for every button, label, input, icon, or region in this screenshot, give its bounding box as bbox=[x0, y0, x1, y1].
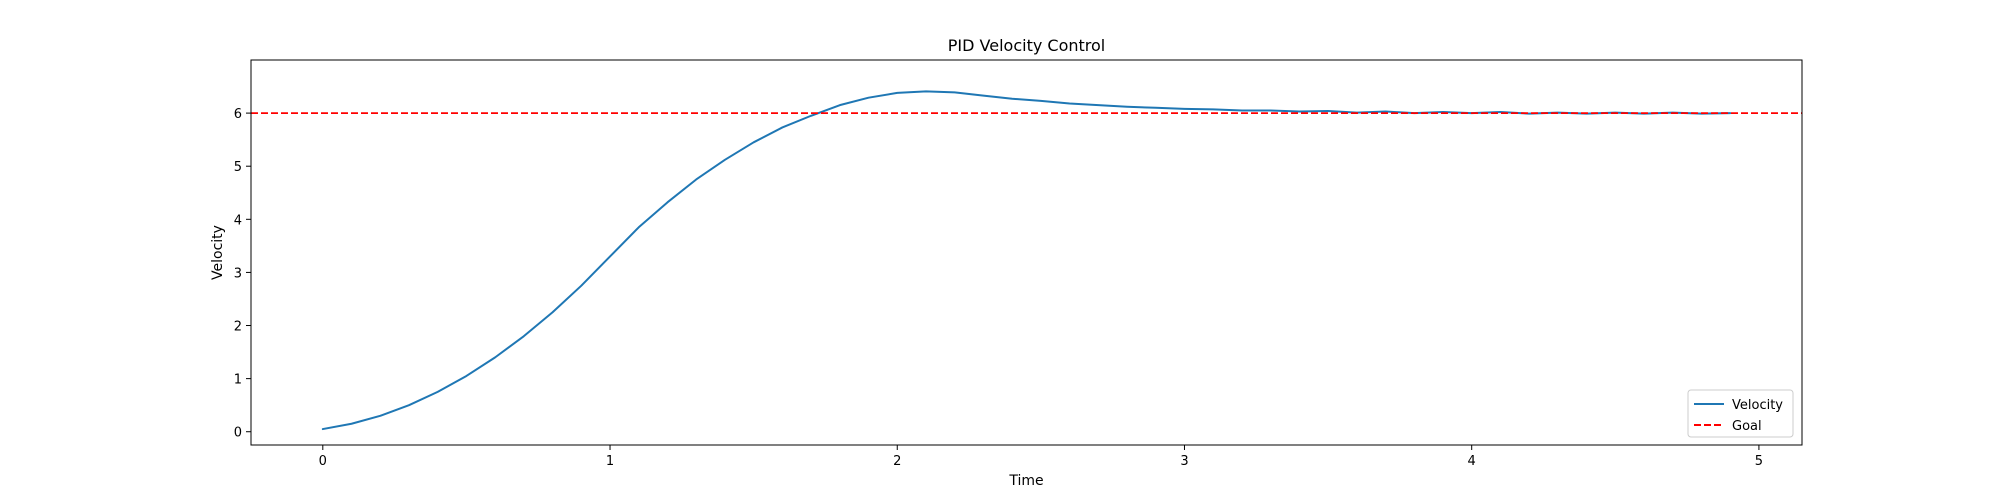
chart-title: PID Velocity Control bbox=[948, 36, 1105, 55]
y-tick-label: 4 bbox=[234, 213, 242, 228]
plot-area: 0 1 2 3 4 5 0 1 2 3 4 5 6 bbox=[234, 59, 1803, 469]
series-layer bbox=[251, 90, 1802, 431]
x-tick-label: 2 bbox=[893, 454, 901, 469]
legend-label: Velocity bbox=[1732, 398, 1783, 413]
x-tick-label: 0 bbox=[319, 454, 327, 469]
x-tick-label: 3 bbox=[1180, 454, 1188, 469]
y-tick-label: 1 bbox=[234, 373, 242, 388]
x-tick-label: 1 bbox=[606, 454, 614, 469]
x-axis-label: Time bbox=[1008, 473, 1043, 489]
y-tick-label: 3 bbox=[234, 266, 242, 281]
y-axis-label: Velocity bbox=[210, 225, 226, 280]
y-tick-label: 6 bbox=[234, 107, 242, 122]
axes-frame bbox=[250, 59, 1803, 446]
x-tick-label: 5 bbox=[1755, 454, 1763, 469]
x-tick-label: 4 bbox=[1468, 454, 1476, 469]
legend: Velocity Goal bbox=[1687, 389, 1794, 438]
legend-label: Goal bbox=[1732, 419, 1762, 434]
y-tick-label: 0 bbox=[234, 426, 242, 441]
y-tick-label: 2 bbox=[234, 320, 242, 335]
y-tick-label: 5 bbox=[234, 160, 242, 175]
